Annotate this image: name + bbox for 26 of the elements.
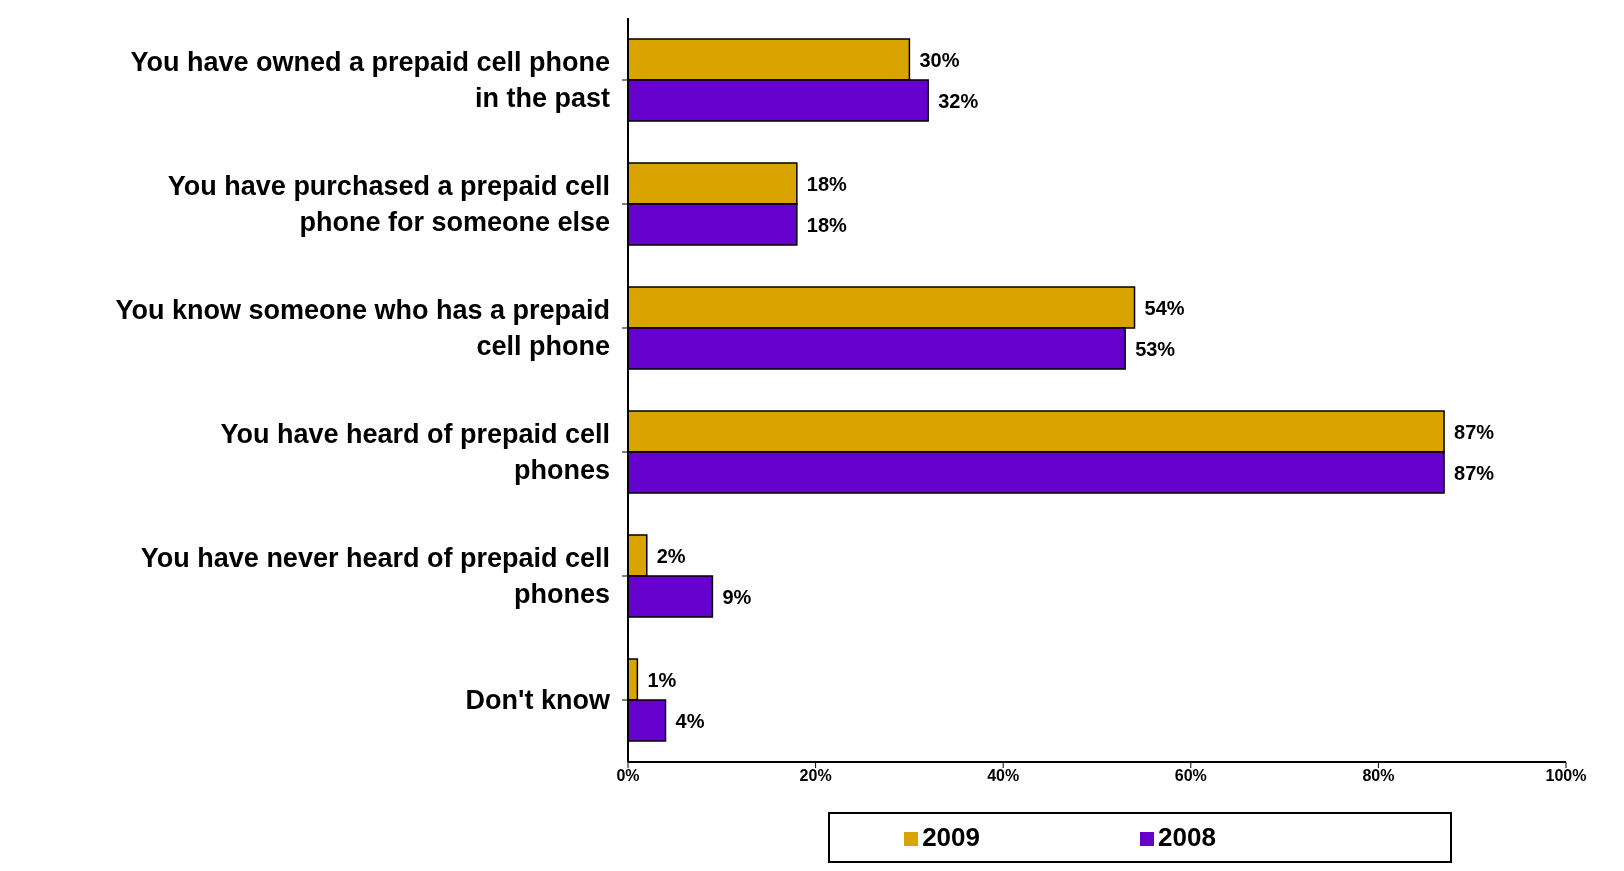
data-label: 2% [656,544,686,567]
data-label: 30% [919,48,960,71]
data-label: 53% [1135,337,1176,360]
data-label: 9% [722,585,752,608]
y-tick-label: Don't know [465,685,611,716]
y-tick-label: You know someone who has a prepaid cell phone [115,295,610,362]
y-tick-label: You have purchased a prepaid cell phone for someone else [167,171,610,238]
y-tick-label: You have heard of prepaid cell phones [220,419,610,486]
data-label: 4% [675,709,705,732]
x-tick-label: 100% [1545,767,1587,785]
y-tick-label: You have never heard of prepaid cell phones [140,543,610,610]
data-label: 54% [1144,296,1185,319]
data-label: 32% [938,89,979,112]
y-tick-label: You have owned a prepaid cell phone in the past [130,47,611,114]
data-label: 87% [1454,420,1495,443]
data-label: 18% [806,213,848,236]
legend-label: 2009 [922,822,980,852]
data-label: 87% [1454,461,1495,484]
x-tick-label: 40% [987,767,1020,785]
x-tick-label: 60% [1174,767,1207,785]
x-tick-label: 0% [616,767,640,785]
legend-label: 2008 [1158,822,1216,852]
x-tick-label: 80% [1362,767,1395,785]
data-label: 1% [647,668,677,691]
data-label: 18% [806,172,848,195]
x-tick-label: 20% [799,767,832,785]
